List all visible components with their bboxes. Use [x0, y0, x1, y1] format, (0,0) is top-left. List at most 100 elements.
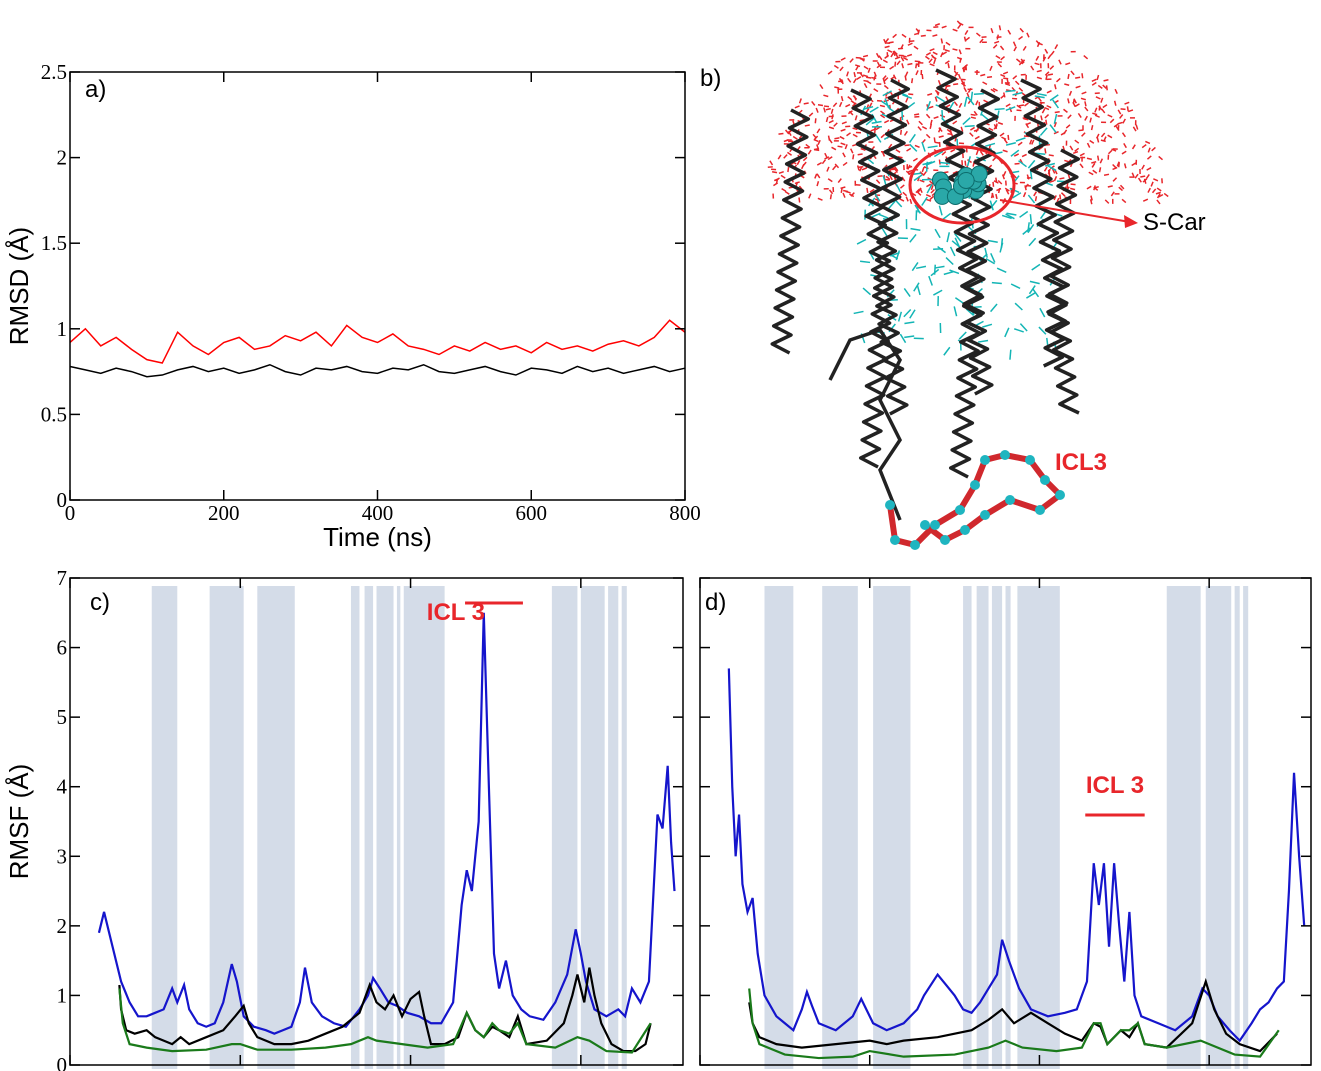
water — [1107, 114, 1113, 118]
water — [1016, 104, 1022, 109]
water — [1054, 84, 1057, 90]
residue — [990, 252, 996, 263]
residue — [984, 247, 988, 258]
water — [901, 63, 905, 69]
helix-band — [991, 586, 1003, 1069]
water — [1051, 168, 1056, 174]
water — [957, 24, 962, 30]
water — [894, 166, 899, 172]
water — [1094, 114, 1100, 118]
water — [1070, 187, 1076, 191]
water — [890, 52, 895, 58]
water — [884, 119, 890, 124]
water — [960, 126, 964, 132]
water — [999, 132, 1005, 137]
panel: 010020030001234567Number of ResidueRMSF … — [4, 566, 684, 1071]
water — [1063, 129, 1068, 135]
water — [1163, 192, 1169, 198]
water — [992, 44, 998, 49]
water — [1024, 185, 1027, 191]
water — [1015, 58, 1021, 63]
water — [1146, 167, 1152, 171]
water — [979, 150, 984, 156]
residue — [1049, 94, 1059, 102]
water — [1022, 45, 1027, 51]
water — [945, 41, 951, 46]
residue — [996, 110, 1000, 121]
water — [960, 79, 965, 85]
residue — [1022, 227, 1031, 235]
water — [989, 137, 995, 141]
water — [842, 161, 848, 167]
molecule-panel — [767, 20, 1169, 550]
water — [1091, 81, 1097, 86]
water — [853, 95, 857, 101]
residue — [1035, 152, 1046, 156]
water — [1074, 139, 1080, 144]
water — [913, 45, 919, 50]
water — [868, 102, 873, 108]
water — [1064, 159, 1070, 163]
y-tick-label: 7 — [57, 566, 68, 590]
residue — [1013, 328, 1024, 333]
water — [1110, 191, 1115, 197]
water — [1126, 106, 1129, 112]
series-line — [118, 967, 652, 1053]
water — [815, 107, 819, 113]
residue — [958, 331, 967, 340]
water — [1000, 73, 1006, 78]
water — [1158, 193, 1164, 198]
water — [826, 166, 830, 172]
helix-band — [976, 586, 989, 1069]
water — [834, 137, 840, 140]
residue — [915, 265, 927, 270]
water — [803, 102, 809, 105]
loop-atom — [920, 520, 930, 530]
plot-frame — [699, 577, 1312, 1066]
water — [1098, 105, 1103, 111]
water — [808, 193, 812, 199]
water — [1022, 192, 1027, 198]
water — [1033, 191, 1038, 197]
series-line — [69, 319, 686, 364]
water — [930, 184, 934, 191]
water — [1121, 132, 1126, 138]
residue — [881, 227, 889, 238]
water — [863, 83, 868, 89]
water — [892, 50, 896, 57]
water — [856, 165, 860, 171]
water — [1127, 109, 1134, 113]
water — [827, 156, 833, 161]
water — [880, 110, 885, 115]
water — [903, 130, 908, 136]
water — [988, 127, 994, 132]
helix-band — [1205, 586, 1232, 1069]
water — [1083, 54, 1089, 60]
water — [844, 144, 848, 150]
water — [1075, 85, 1081, 89]
water — [819, 84, 824, 90]
loop-atom — [1005, 495, 1015, 505]
water — [1153, 178, 1159, 182]
y-tick-label: 5 — [57, 705, 68, 729]
residue — [933, 289, 943, 296]
water — [963, 36, 967, 42]
water — [875, 52, 880, 59]
residue — [943, 346, 951, 356]
water — [884, 45, 890, 49]
water — [1001, 174, 1005, 180]
water — [995, 55, 1001, 59]
water — [838, 101, 843, 108]
water — [802, 161, 807, 167]
residue — [1028, 237, 1037, 247]
water — [1123, 143, 1127, 149]
water — [1067, 73, 1070, 80]
water — [933, 58, 937, 65]
water — [1060, 192, 1066, 197]
water — [1053, 195, 1057, 201]
water — [834, 86, 840, 89]
water — [952, 48, 958, 51]
helix-band — [608, 586, 619, 1069]
water — [852, 78, 857, 84]
